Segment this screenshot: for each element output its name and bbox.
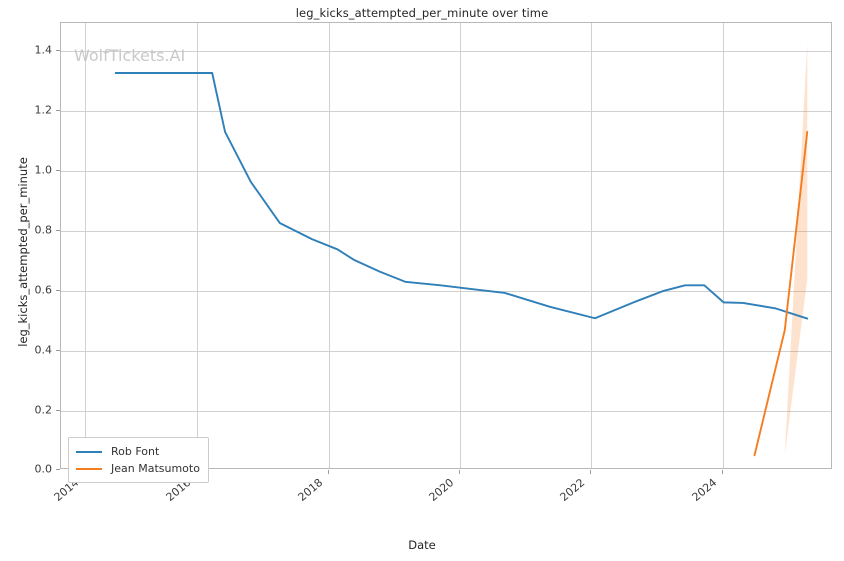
gridline-vertical xyxy=(591,23,592,468)
watermark-text: WolfTickets.AI xyxy=(74,46,186,65)
series-lines-group xyxy=(114,72,809,457)
gridline-horizontal xyxy=(61,291,831,292)
y-tick-label: 1.0 xyxy=(34,163,53,177)
plot-area: WolfTickets.AI xyxy=(60,22,832,469)
y-tick-label: 0.8 xyxy=(34,223,53,237)
y-tick-label: 0.4 xyxy=(34,343,53,357)
gridline-vertical xyxy=(197,23,198,468)
y-tick-mark xyxy=(56,350,60,351)
x-tick-label: 2022 xyxy=(557,476,588,504)
y-tick-mark xyxy=(56,410,60,411)
legend-color-swatch xyxy=(76,450,102,453)
y-tick-mark xyxy=(56,230,60,231)
x-axis-label: Date xyxy=(408,538,436,552)
confidence-band-group xyxy=(784,43,808,456)
gridline-vertical xyxy=(85,23,86,468)
y-tick-mark xyxy=(56,50,60,51)
series-line-rob-font xyxy=(114,72,809,320)
y-tick-label: 0.0 xyxy=(34,462,53,476)
chart-legend: Rob Font Jean Matsumoto xyxy=(68,437,209,483)
y-tick-label: 0.2 xyxy=(34,403,53,417)
x-tick-mark xyxy=(459,470,460,474)
y-tick-mark xyxy=(56,290,60,291)
gridline-horizontal xyxy=(61,411,831,412)
x-tick-mark xyxy=(590,470,591,474)
legend-item-rob-font[interactable]: Rob Font xyxy=(76,443,200,460)
y-tick-mark xyxy=(56,110,60,111)
series-line-jean-matsumoto xyxy=(753,130,809,457)
confidence-band xyxy=(784,43,808,456)
legend-label: Jean Matsumoto xyxy=(111,462,200,475)
x-tick-mark xyxy=(722,470,723,474)
gridline-horizontal xyxy=(61,171,831,172)
y-tick-label: 0.6 xyxy=(34,283,53,297)
x-tick-label: 2018 xyxy=(295,476,326,504)
gridline-vertical xyxy=(723,23,724,468)
x-tick-label: 2020 xyxy=(426,476,457,504)
y-tick-label: 1.2 xyxy=(34,103,53,117)
legend-color-swatch xyxy=(76,467,102,470)
gridline-horizontal xyxy=(61,231,831,232)
y-tick-label: 1.4 xyxy=(34,43,53,57)
legend-item-jean-matsumoto[interactable]: Jean Matsumoto xyxy=(76,460,200,477)
x-tick-label: 2024 xyxy=(689,476,720,504)
gridline-vertical xyxy=(460,23,461,468)
x-tick-mark xyxy=(328,470,329,474)
gridline-horizontal xyxy=(61,351,831,352)
chart-title: leg_kicks_attempted_per_minute over time xyxy=(295,6,549,20)
chart-canvas xyxy=(114,43,809,457)
gridline-horizontal xyxy=(61,111,831,112)
y-tick-mark xyxy=(56,469,60,470)
gridline-horizontal xyxy=(61,51,831,52)
y-axis: 1.4 1.2 1.0 0.8 0.6 0.4 0.2 0.0 xyxy=(0,0,53,561)
legend-label: Rob Font xyxy=(111,445,160,458)
y-axis-label: leg_kicks_attempted_per_minute xyxy=(16,157,30,347)
y-tick-mark xyxy=(56,170,60,171)
